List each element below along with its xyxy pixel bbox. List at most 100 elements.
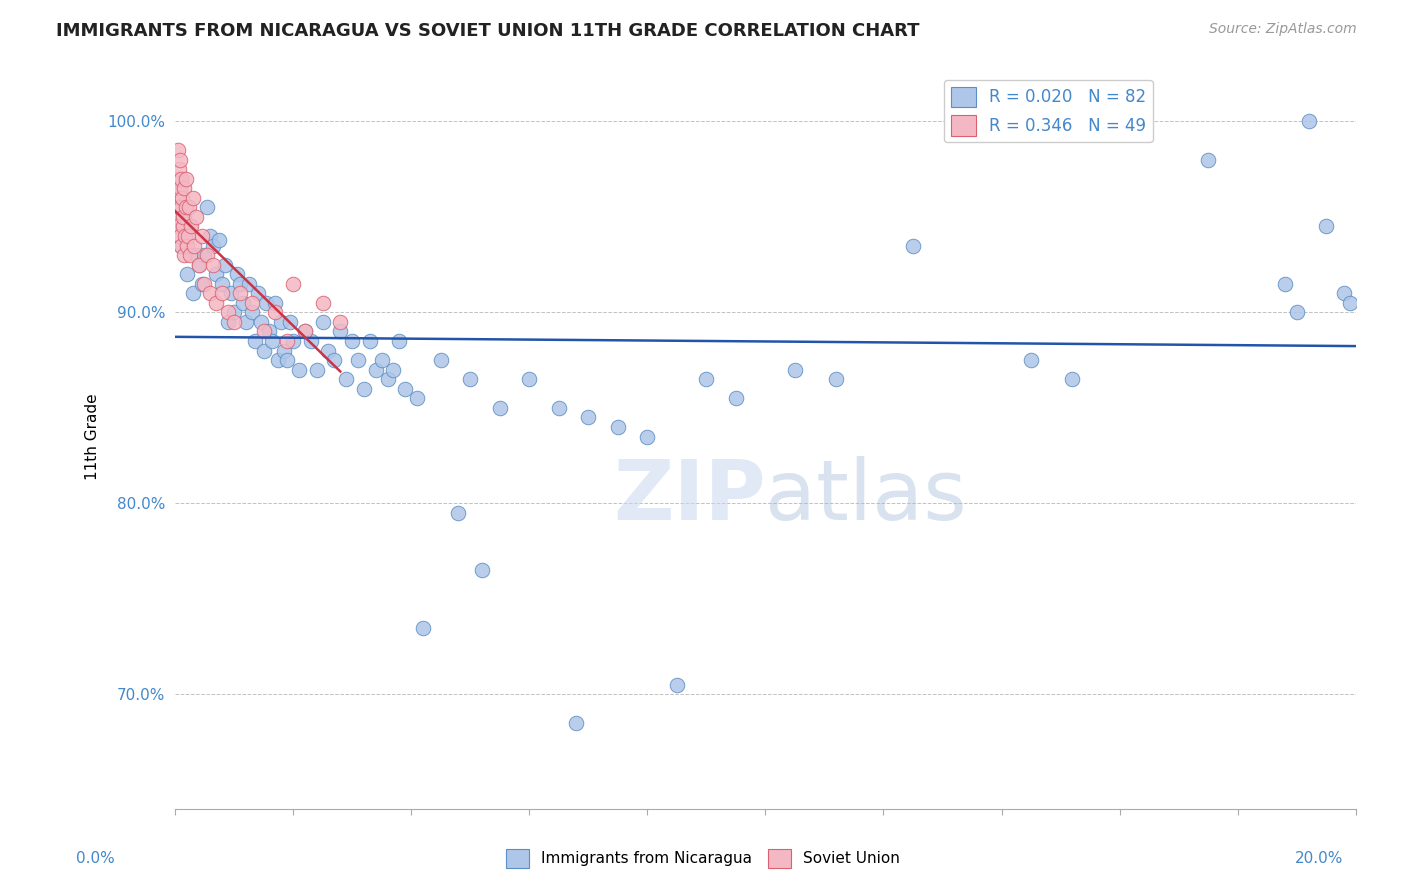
Point [172,210,194,224]
Point [323,353,346,368]
Point [184,248,207,262]
Point [167,162,190,177]
Point [299,334,322,348]
Point [169,181,191,195]
Point [190,229,212,244]
Point [193,248,215,262]
Point [412,621,434,635]
Point [724,392,747,406]
Point [249,315,271,329]
Point [219,286,242,301]
Point [264,305,287,319]
Point [167,200,190,214]
Point [179,219,201,234]
Point [217,305,239,319]
Point [167,219,190,234]
Point [167,191,190,205]
Point [197,200,219,214]
Point [353,382,375,396]
Point [214,258,236,272]
Text: ZIP: ZIP [613,456,765,537]
Text: Source: ZipAtlas.com: Source: ZipAtlas.com [1209,22,1357,37]
Point [170,200,193,214]
Point [211,277,233,291]
Point [181,191,204,205]
Point [565,716,588,731]
Point [252,343,274,358]
Point [166,181,188,195]
Point [226,267,249,281]
Point [167,143,190,157]
Point [825,372,848,386]
Point [294,325,316,339]
Point [240,305,263,319]
Point [264,295,287,310]
Point [240,295,263,310]
Text: 20.0%: 20.0% [1295,851,1343,865]
Point [170,171,193,186]
Point [1274,277,1296,291]
Point [179,200,201,214]
Point [187,258,209,272]
Point [1315,219,1337,234]
Point [695,372,717,386]
Point [329,315,352,329]
Point [273,343,295,358]
Point [229,286,252,301]
Point [281,277,304,291]
Point [200,229,222,244]
Point [180,219,202,234]
Y-axis label: 11th Grade: 11th Grade [86,393,100,480]
Point [1298,114,1320,128]
Point [186,210,208,224]
Point [406,392,429,406]
Point [202,238,225,252]
Point [252,325,274,339]
Point [222,305,245,319]
Legend: Immigrants from Nicaragua, Soviet Union: Immigrants from Nicaragua, Soviet Union [501,843,905,873]
Point [205,267,228,281]
Point [222,315,245,329]
Point [359,334,381,348]
Point [259,325,281,339]
Point [172,219,194,234]
Point [176,267,198,281]
Point [208,233,231,247]
Legend: R = 0.020   N = 82, R = 0.346   N = 49: R = 0.020 N = 82, R = 0.346 N = 49 [943,80,1153,142]
Point [176,238,198,252]
Text: 0.0%: 0.0% [76,851,115,865]
Point [229,277,252,291]
Point [190,277,212,291]
Point [281,334,304,348]
Point [1339,295,1361,310]
Point [1197,153,1219,167]
Point [246,286,269,301]
Point [382,362,405,376]
Point [347,353,370,368]
Point [370,353,392,368]
Point [169,153,191,167]
Point [278,315,301,329]
Point [547,401,569,415]
Point [235,315,257,329]
Point [173,210,195,224]
Text: atlas: atlas [765,456,967,537]
Point [200,286,222,301]
Point [458,372,481,386]
Point [1019,353,1042,368]
Point [169,229,191,244]
Point [606,420,628,434]
Point [183,238,205,252]
Point [471,563,494,577]
Point [173,248,195,262]
Point [1333,286,1355,301]
Point [174,229,197,244]
Point [187,258,209,272]
Point [318,343,340,358]
Point [335,372,357,386]
Point [294,325,316,339]
Point [377,372,399,386]
Point [364,362,387,376]
Point [217,315,239,329]
Point [388,334,411,348]
